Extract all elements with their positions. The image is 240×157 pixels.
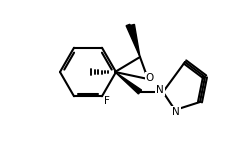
Polygon shape — [126, 24, 140, 57]
Text: N: N — [156, 85, 164, 95]
Text: N: N — [172, 107, 180, 117]
Text: O: O — [146, 73, 154, 83]
Text: F: F — [104, 96, 110, 106]
Polygon shape — [130, 24, 140, 57]
Polygon shape — [115, 72, 142, 94]
